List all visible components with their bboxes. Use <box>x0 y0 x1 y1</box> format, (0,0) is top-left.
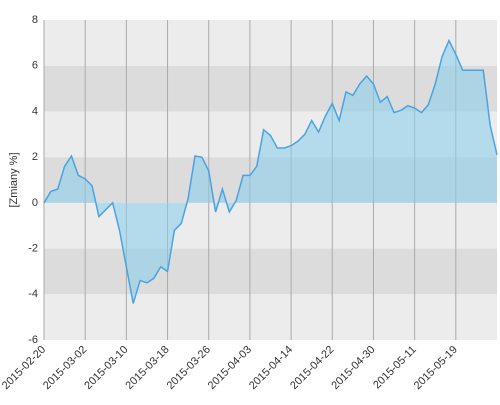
y-tick-label: 8 <box>32 14 38 26</box>
band <box>44 248 497 295</box>
x-tick-label: 2015-05-19 <box>412 344 460 392</box>
y-tick-label: -6 <box>28 334 38 346</box>
band <box>44 294 497 340</box>
band <box>44 20 497 66</box>
line <box>43 38 498 304</box>
y-tick-label: -2 <box>28 242 38 254</box>
y-axis-label: [Zmiany %] <box>8 152 20 207</box>
x-tick-label: 2015-04-30 <box>329 344 377 392</box>
y-tick-label: 6 <box>32 60 38 72</box>
y-tick-label: 4 <box>32 105 38 117</box>
band <box>44 202 497 249</box>
y-tick-label: -4 <box>28 288 38 300</box>
band <box>44 65 497 112</box>
y-tick-label: 0 <box>32 197 38 209</box>
area-fill <box>44 40 497 304</box>
y-tick-label: 2 <box>32 151 38 163</box>
